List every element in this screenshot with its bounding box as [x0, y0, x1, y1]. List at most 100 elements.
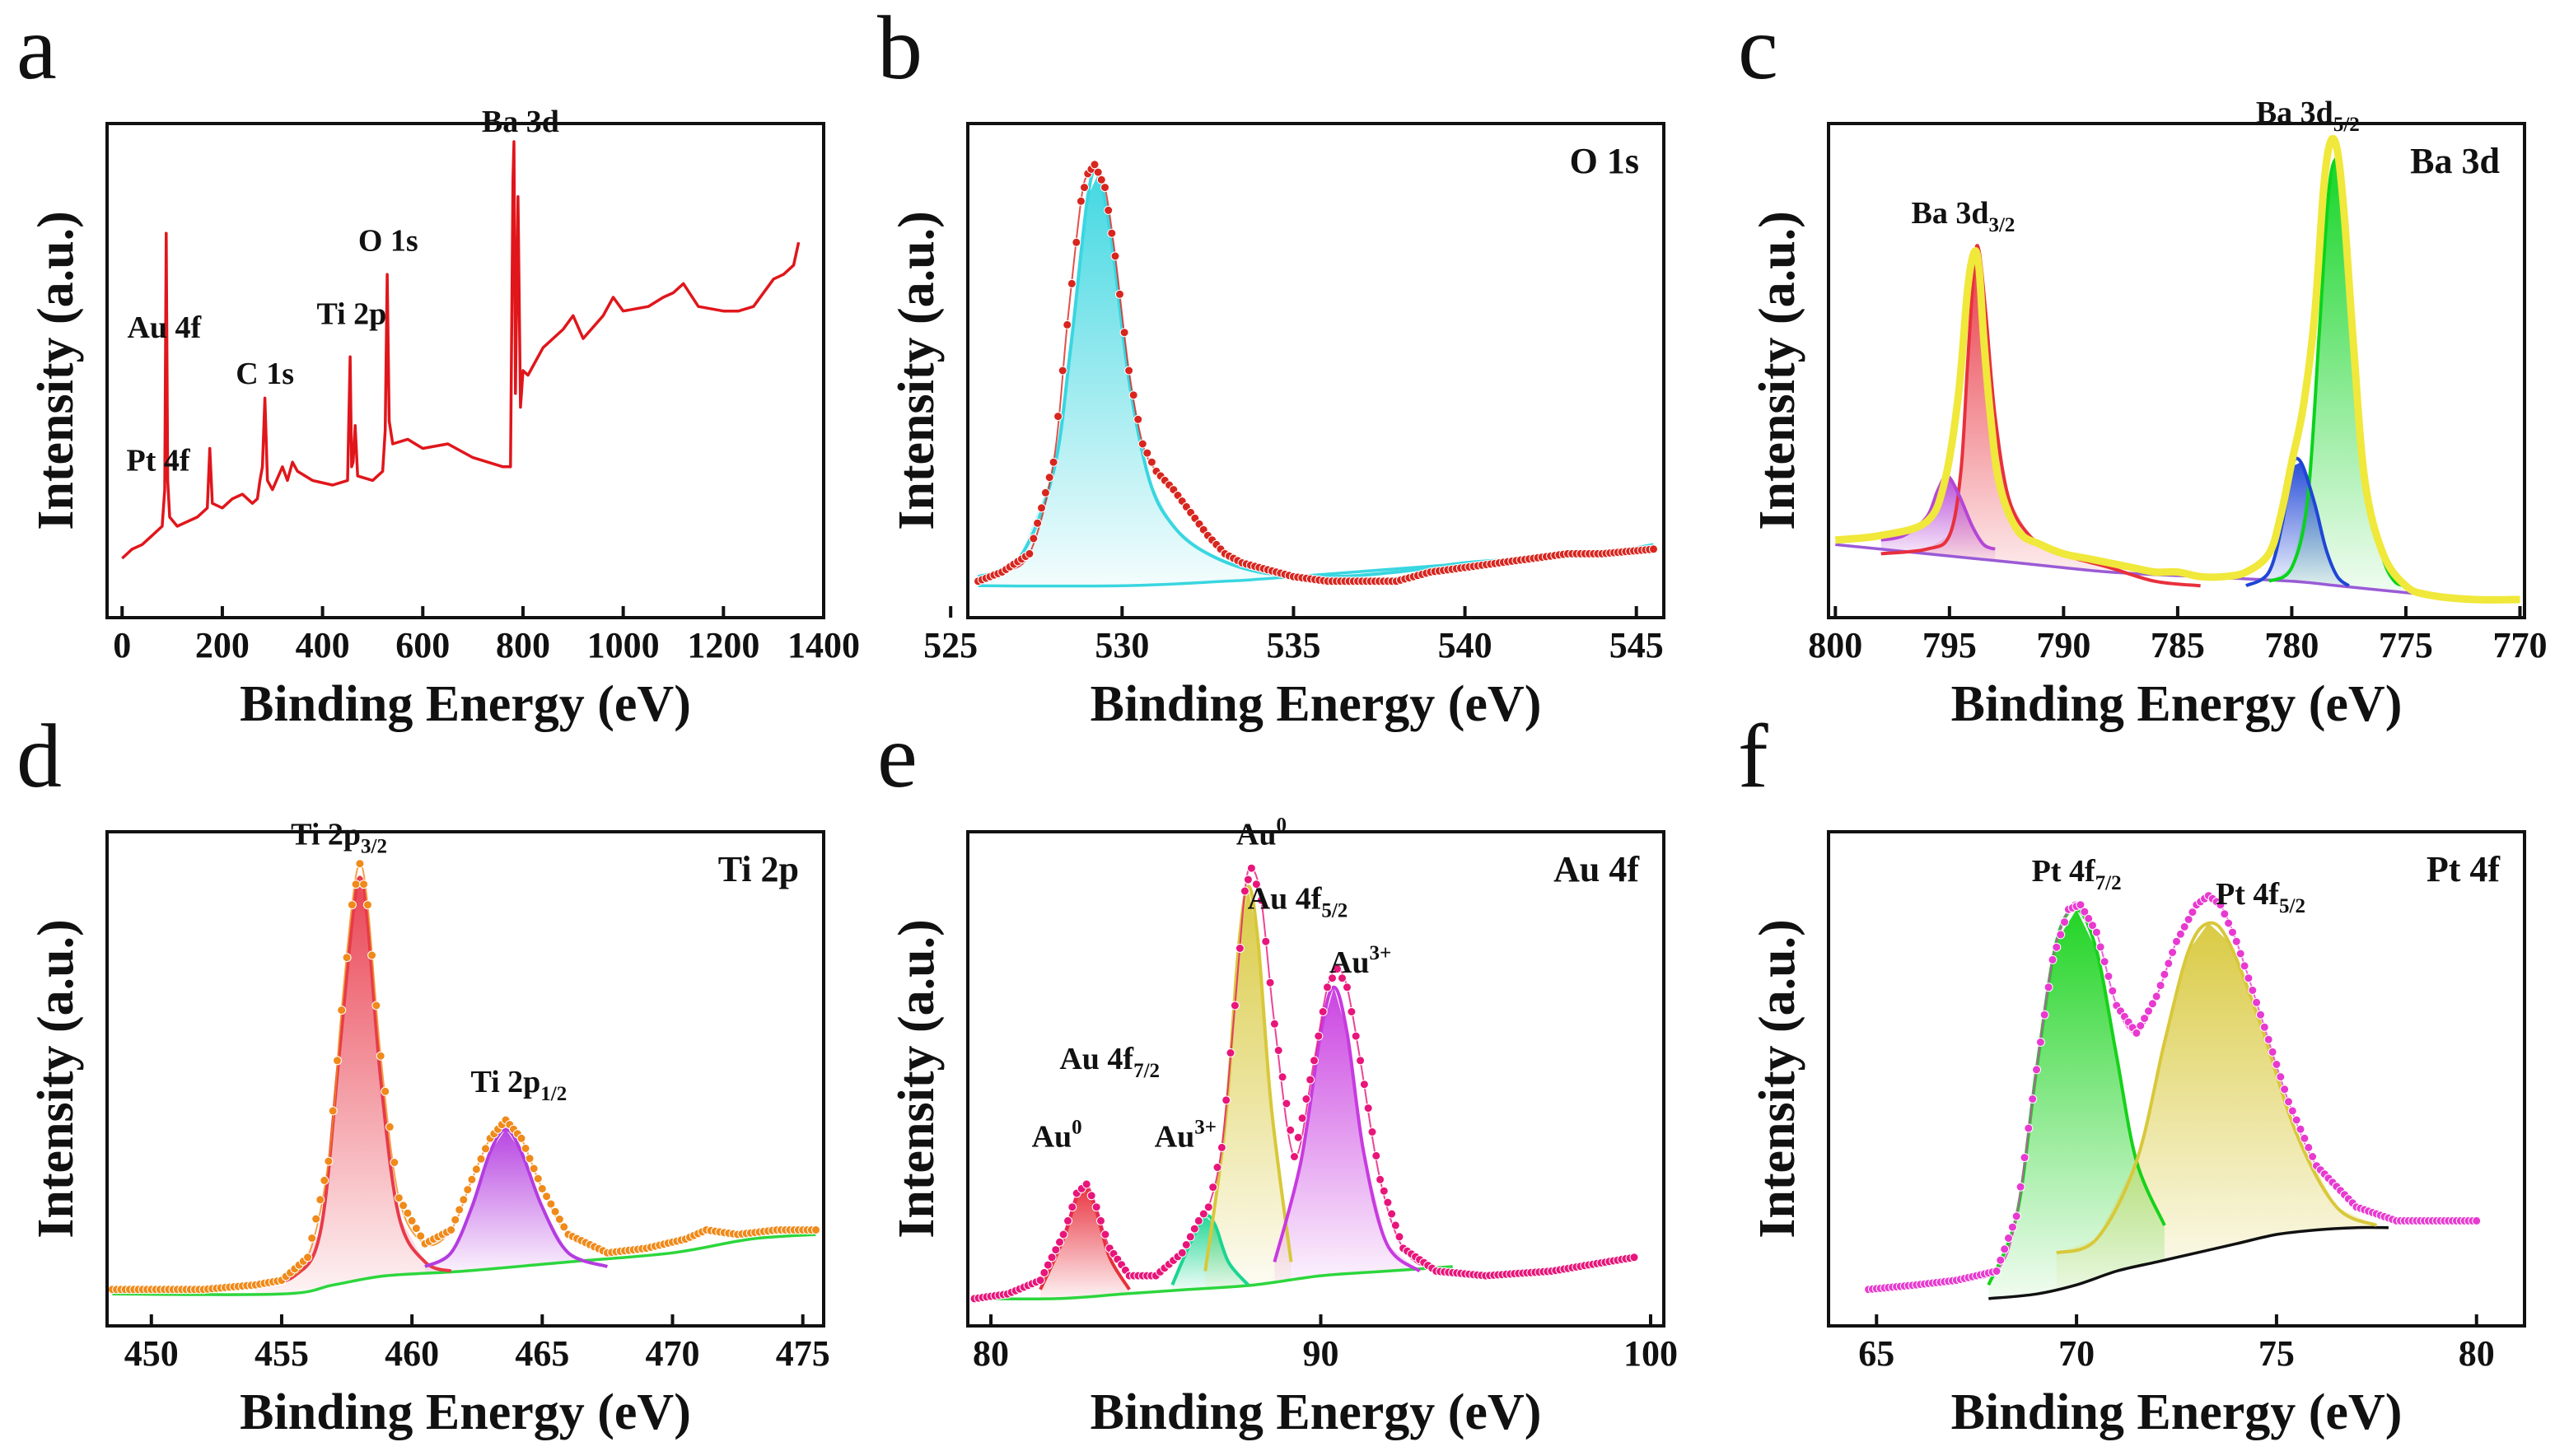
- plot-area: [1864, 891, 2482, 1300]
- data-point: [463, 1185, 473, 1195]
- data-point: [471, 1164, 481, 1174]
- data-point: [2287, 1106, 2297, 1116]
- peak-label: Au 4f7/2: [1059, 1042, 1160, 1082]
- y-axis-label: Intensity (a.u.): [28, 919, 84, 1239]
- data-point: [303, 1253, 313, 1262]
- data-point: [2039, 1010, 2049, 1020]
- data-point: [1306, 1075, 1315, 1085]
- data-point: [2132, 1028, 2142, 1038]
- data-point: [1067, 278, 1077, 288]
- x-axis-label: Binding Energy (eV): [1951, 676, 2403, 732]
- data-point: [2004, 1234, 2013, 1243]
- data-point: [1992, 1267, 2001, 1276]
- data-point: [2144, 1006, 2153, 1016]
- x-tick-label: 800: [496, 625, 550, 665]
- panel-letter: b: [877, 0, 923, 98]
- data-point: [1133, 414, 1143, 424]
- x-tick-label: 450: [124, 1333, 179, 1374]
- x-axis-label: Binding Energy (eV): [1951, 1384, 2403, 1440]
- data-point: [1347, 1007, 1357, 1016]
- data-point: [476, 1154, 486, 1164]
- data-point: [2240, 961, 2249, 971]
- data-point: [1273, 1046, 1283, 1055]
- data-point: [2000, 1244, 2010, 1254]
- x-tick-label: 470: [646, 1333, 700, 1374]
- component-line: [255, 875, 452, 1287]
- data-point: [2244, 973, 2254, 983]
- data-point: [1278, 1072, 1287, 1082]
- data-point: [328, 1106, 338, 1116]
- x-tick-label: 100: [1623, 1333, 1678, 1374]
- data-point: [1076, 196, 1086, 206]
- data-point: [320, 1175, 329, 1185]
- component-fill: [978, 173, 1654, 586]
- data-point: [2224, 918, 2234, 928]
- data-point: [2060, 917, 2069, 927]
- data-point: [2076, 900, 2086, 910]
- data-point: [1235, 944, 1245, 953]
- data-point: [2168, 948, 2178, 957]
- data-point: [1044, 473, 1054, 483]
- data-point: [394, 1193, 404, 1203]
- data-point: [1043, 1260, 1053, 1270]
- data-point: [533, 1174, 543, 1183]
- data-point: [2216, 900, 2226, 910]
- x-tick-label: 1200: [687, 625, 759, 665]
- data-point: [311, 1214, 321, 1224]
- data-point: [2088, 921, 2097, 931]
- data-point: [1053, 412, 1063, 422]
- survey-line: [121, 140, 801, 560]
- peak-label: Au3+: [1155, 1117, 1217, 1155]
- data-point: [1363, 1104, 1373, 1113]
- data-point: [2172, 936, 2181, 946]
- data-point: [2184, 915, 2193, 924]
- data-point: [1086, 1191, 1096, 1201]
- peak-label: Ba 3d: [482, 105, 559, 139]
- data-point: [1080, 183, 1089, 193]
- plot-area: [1834, 134, 2520, 604]
- data-point: [2276, 1072, 2286, 1082]
- peak-label: Pt 4f5/2: [2216, 877, 2305, 917]
- data-point: [355, 859, 365, 869]
- data-point: [1067, 1202, 1077, 1212]
- data-point: [1058, 366, 1067, 376]
- data-point: [2268, 1047, 2277, 1057]
- plot-frame: [966, 122, 1665, 619]
- data-point: [451, 1215, 460, 1225]
- component-fill: [425, 1129, 608, 1274]
- data-point: [1189, 1224, 1199, 1234]
- data-point: [1359, 1080, 1369, 1090]
- peak-label: Pt 4f: [127, 443, 191, 478]
- x-tick-label: 400: [296, 625, 350, 665]
- x-tick-label: 1400: [787, 625, 860, 665]
- data-point: [1301, 1094, 1311, 1104]
- data-point: [2080, 907, 2090, 917]
- peak-label: Ti 2p1/2: [470, 1065, 567, 1105]
- data-point: [2095, 942, 2105, 952]
- data-point: [371, 1001, 381, 1010]
- panel-b: b 525 530 535 540 545 Binding Energy (eV) Inten…: [877, 0, 1665, 732]
- data-point: [359, 880, 369, 889]
- panel-title: Ba 3d: [2410, 141, 2500, 181]
- data-point: [2291, 1115, 2301, 1125]
- data-point: [1212, 1163, 1222, 1172]
- x-axis-label: Binding Energy (eV): [1091, 1384, 1542, 1440]
- y-axis-label: Intensity (a.u.): [889, 211, 945, 530]
- data-point: [1246, 863, 1256, 873]
- data-point: [385, 1122, 395, 1132]
- data-point: [2300, 1133, 2310, 1143]
- x-tick-label: 540: [1438, 625, 1492, 665]
- data-point: [2035, 1038, 2045, 1047]
- data-point: [525, 1154, 535, 1164]
- plot-frame: [1827, 830, 2526, 1328]
- data-point: [2100, 957, 2109, 967]
- peak-label: Au 4f: [127, 310, 202, 345]
- data-point: [2147, 999, 2157, 1009]
- data-point: [1343, 982, 1352, 992]
- x-tick-label: 465: [515, 1333, 569, 1374]
- data-point: [411, 1224, 421, 1234]
- data-point: [811, 1225, 820, 1234]
- data-point: [2235, 949, 2245, 959]
- component-fill: [1205, 886, 1292, 1289]
- peak-label: Au0: [1236, 814, 1287, 852]
